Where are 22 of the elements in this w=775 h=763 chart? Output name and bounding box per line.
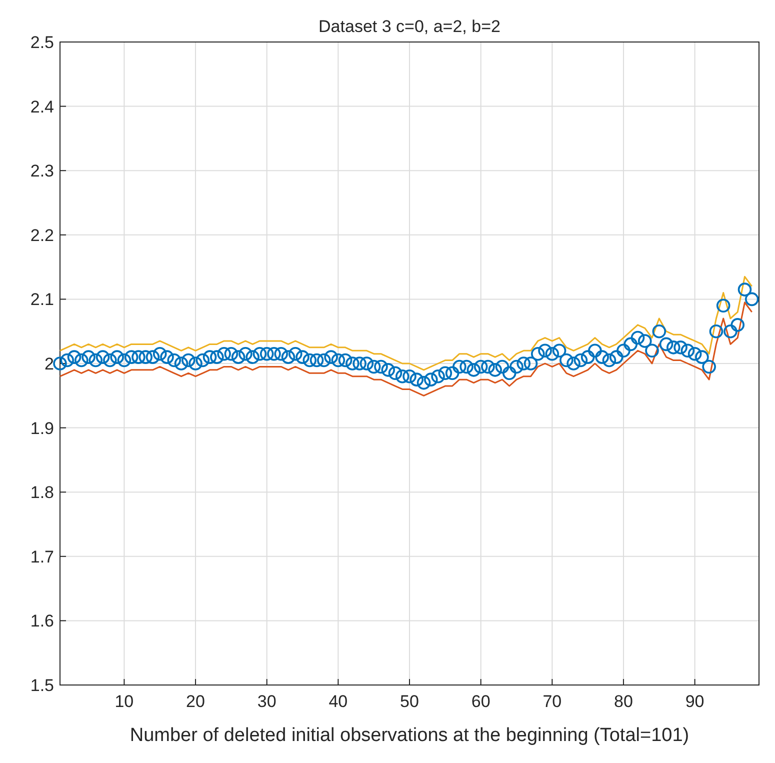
- x-tick-label: 20: [186, 692, 205, 711]
- x-tick-label: 70: [542, 692, 562, 711]
- x-tick-label: 50: [400, 692, 419, 711]
- y-tick-label: 1.6: [30, 612, 54, 631]
- y-tick-label: 2.1: [30, 290, 54, 310]
- y-tick-label: 1.9: [30, 418, 54, 438]
- y-tick-label: 2.4: [30, 97, 54, 116]
- x-tick-label: 10: [114, 692, 134, 711]
- y-tick-label: 2.5: [30, 33, 54, 52]
- y-tick-label: 2: [44, 354, 54, 374]
- x-tick-label: 40: [328, 692, 348, 711]
- y-tick-label: 2.2: [30, 226, 54, 245]
- y-tick-label: 2.3: [30, 162, 54, 181]
- x-tick-label: 30: [257, 692, 276, 711]
- x-tick-label: 90: [685, 692, 704, 711]
- x-tick-label: 80: [614, 692, 633, 711]
- chart-title: Dataset 3 c=0, a=2, b=2: [318, 17, 500, 36]
- x-axis-title: Number of deleted initial observations at the beginning (Total=101): [130, 725, 690, 746]
- y-tick-label: 1.5: [30, 676, 54, 695]
- y-tick-label: 1.8: [30, 483, 54, 502]
- x-tick-label: 60: [471, 692, 490, 711]
- y-tick-label: 1.7: [30, 547, 54, 566]
